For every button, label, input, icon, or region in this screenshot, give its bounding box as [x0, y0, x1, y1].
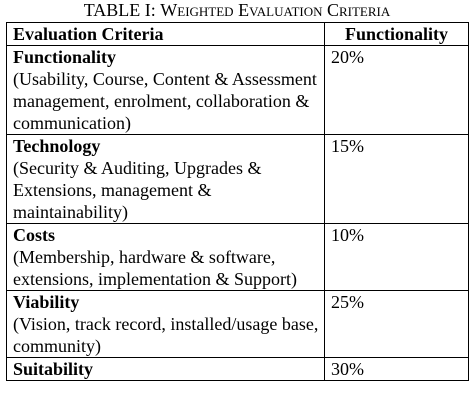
criterion-name: Functionality: [13, 47, 117, 67]
table-row: Functionality (Usability, Course, Conten…: [6, 45, 469, 135]
table-row: Costs (Membership, hardware & software, …: [6, 223, 469, 291]
criterion-weight: 10%: [324, 223, 469, 291]
criterion-description: (Security & Auditing, Upgrades & Extensi…: [13, 158, 262, 222]
criterion-name: Suitability: [13, 359, 94, 379]
table-caption-title: Weighted Evaluation Criteria: [160, 0, 391, 20]
table-row: Viability (Vision, track record, install…: [6, 290, 469, 358]
criterion-weight: 15%: [324, 134, 469, 224]
criterion-weight: 25%: [324, 290, 469, 358]
criterion-weight: 30%: [324, 357, 469, 381]
criterion-name: Viability: [13, 292, 80, 312]
criterion-name: Costs: [13, 225, 56, 245]
criterion-cell: Suitability: [6, 357, 325, 381]
table-row: Suitability 30%: [6, 357, 469, 381]
criterion-cell: Technology (Security & Auditing, Upgrade…: [6, 134, 325, 224]
criterion-cell: Viability (Vision, track record, install…: [6, 290, 325, 358]
criterion-description: (Vision, track record, installed/usage b…: [13, 314, 319, 356]
criterion-weight: 20%: [324, 45, 469, 135]
table-header-row: Evaluation Criteria Functionality: [6, 22, 469, 46]
table-caption-prefix: TABLE I:: [83, 0, 156, 20]
table-row: Technology (Security & Auditing, Upgrade…: [6, 134, 469, 224]
criterion-description: (Usability, Course, Content & Assessment…: [13, 69, 317, 133]
header-functionality: Functionality: [324, 22, 469, 46]
criterion-cell: Functionality (Usability, Course, Conten…: [6, 45, 325, 135]
table-caption: TABLE I: Weighted Evaluation Criteria: [0, 0, 474, 20]
evaluation-criteria-table: Evaluation Criteria Functionality Functi…: [6, 22, 469, 381]
criterion-cell: Costs (Membership, hardware & software, …: [6, 223, 325, 291]
criterion-name: Technology: [13, 136, 101, 156]
header-evaluation-criteria: Evaluation Criteria: [6, 22, 325, 46]
criterion-description: (Membership, hardware & software, extens…: [13, 247, 297, 289]
